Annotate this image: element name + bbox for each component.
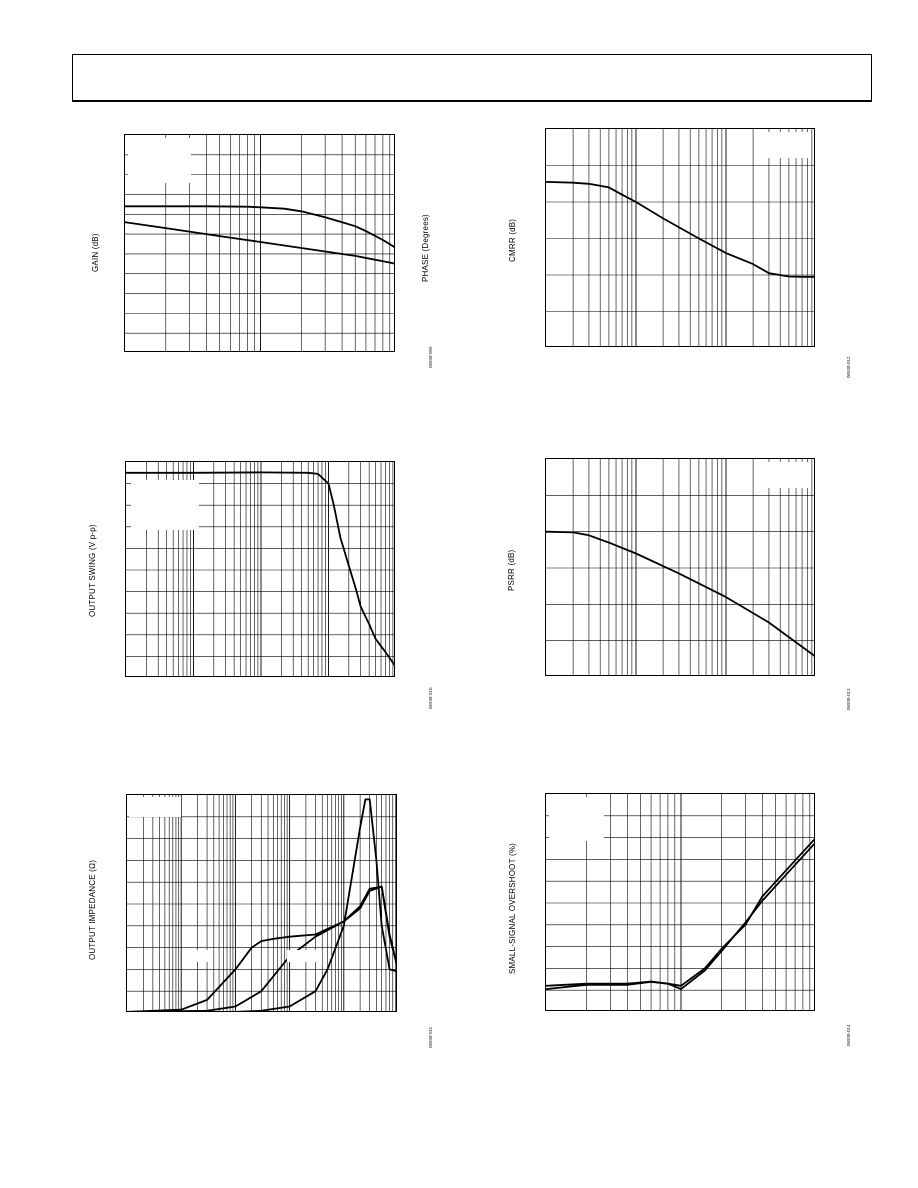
y-axis-label-gain: GAIN (dB) (91, 233, 100, 272)
legend-box (128, 138, 191, 183)
chart-overshoot (546, 794, 814, 1010)
y-axis-label-output-swing: OUTPUT SWING (V p-p) (88, 524, 97, 617)
figure-code: 06938-011 (428, 1026, 433, 1048)
y-axis-label-output-impedance: OUTPUT IMPEDANCE (Ω) (88, 859, 97, 960)
y-axis-label-cmrr: CMRR (dB) (508, 218, 517, 262)
series-line-1 (546, 530, 814, 657)
series-line-1 (126, 471, 394, 666)
series-line-1 (127, 885, 396, 1011)
plot-area-psrr (545, 458, 815, 676)
figure-code: 06938-012 (846, 356, 851, 378)
series-line-1 (546, 181, 814, 278)
curve-label-box (187, 950, 212, 962)
chart-cmrr (546, 129, 814, 346)
chart-output-impedance (127, 795, 396, 1011)
plot-area-overshoot (545, 793, 815, 1011)
figure-code: 06938-014 (846, 1024, 851, 1046)
plot-area-output-impedance (126, 794, 397, 1012)
series-line-1 (125, 205, 394, 248)
curve-label-box (287, 950, 322, 962)
figure-code: 06938-010 (428, 687, 433, 709)
legend-box (765, 462, 811, 488)
y-axis-label-overshoot: SMALL-SIGNAL OVERSHOOT (%) (508, 842, 517, 974)
legend-box (129, 797, 181, 817)
legend-box (765, 132, 811, 158)
page-header-box (72, 54, 872, 102)
plot-area-gain-phase (124, 134, 395, 352)
chart-psrr (546, 459, 814, 675)
series-line-2 (125, 221, 394, 265)
series-line-3 (235, 798, 396, 1011)
plot-area-cmrr (545, 128, 815, 347)
series-line-2 (546, 842, 814, 991)
figure-code: 06938-013 (846, 688, 851, 710)
legend-box (549, 797, 604, 841)
y2-axis-label-phase: PHASE (Degrees) (421, 214, 430, 282)
plot-area-output-swing (125, 461, 395, 677)
y-axis-label-psrr: PSRR (dB) (507, 549, 516, 591)
series-line-1 (546, 838, 814, 987)
chart-gain-phase (125, 135, 394, 351)
figure-code: 06938-009 (428, 346, 433, 368)
legend-box (131, 480, 199, 530)
series-line-2 (127, 885, 396, 1011)
